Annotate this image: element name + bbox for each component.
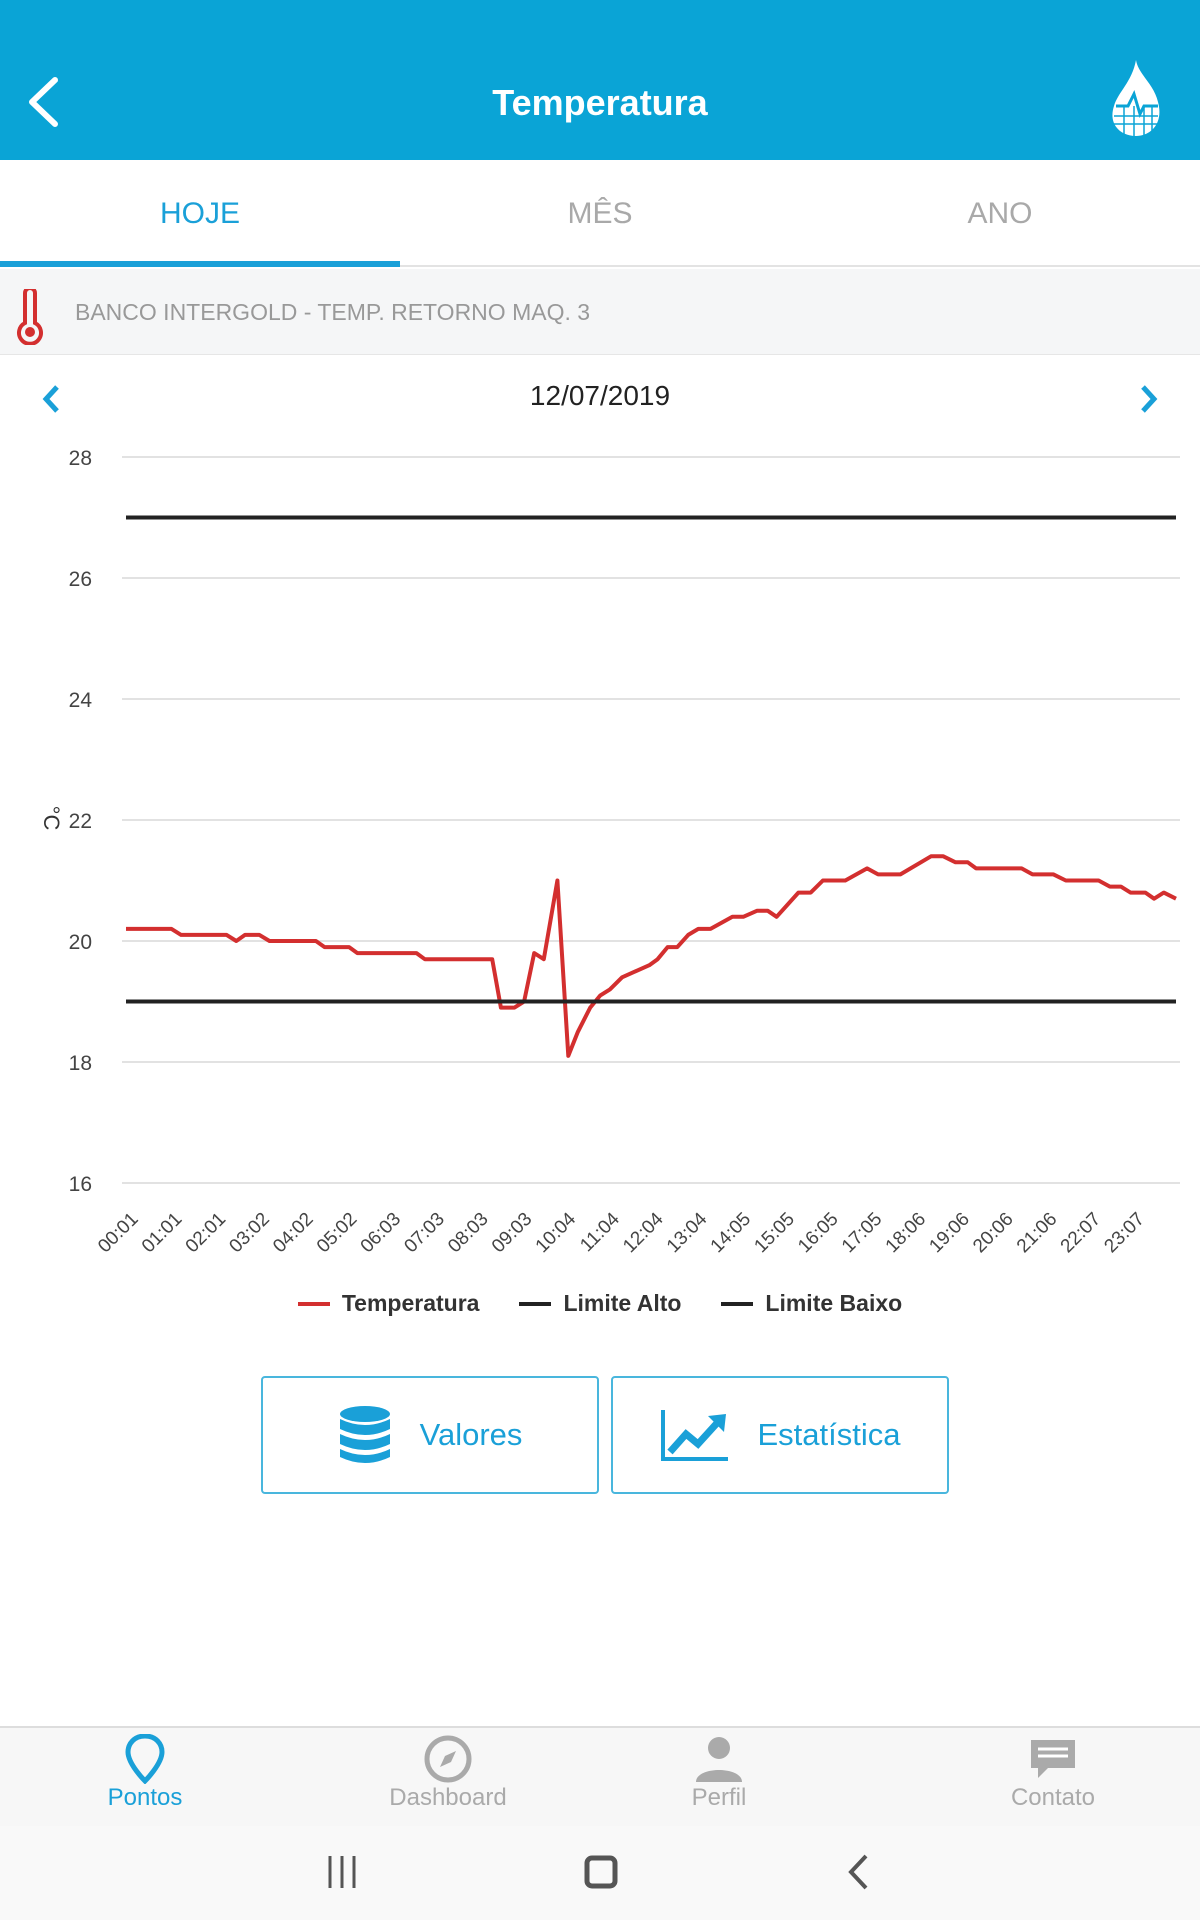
legend-label: Limite Baixo: [765, 1290, 903, 1316]
x-tick-label: 02:01: [182, 1209, 230, 1257]
x-tick-label: 19:06: [925, 1209, 973, 1257]
nav-pontos[interactable]: Pontos: [45, 1728, 245, 1826]
x-tick-label: 17:05: [838, 1209, 886, 1257]
map-pin-icon: [125, 1734, 165, 1784]
legend-temperature[interactable]: Temperatura: [297, 1290, 480, 1317]
database-icon: [339, 1406, 390, 1463]
x-tick-label: 18:06: [882, 1209, 930, 1257]
next-day-icon[interactable]: [1138, 383, 1160, 415]
nav-contato[interactable]: Contato: [953, 1728, 1153, 1826]
x-tick-label: 01:01: [138, 1209, 186, 1257]
x-tick-label: 07:03: [400, 1209, 448, 1257]
x-tick-label: 06:03: [357, 1209, 405, 1257]
x-tick-label: 22:07: [1057, 1209, 1105, 1257]
system-navigation-bar: [0, 1826, 1200, 1920]
y-tick-label: 18: [69, 1052, 92, 1075]
values-label: Valores: [419, 1417, 523, 1452]
nav-label: Dashboard: [389, 1784, 507, 1811]
page-title: Temperatura: [492, 82, 708, 123]
y-tick-label: 22: [69, 810, 92, 833]
x-tick-label: 08:03: [444, 1209, 492, 1257]
x-tick-label: 21:06: [1013, 1209, 1061, 1257]
x-tick-label: 20:06: [969, 1209, 1017, 1257]
y-tick-label: 20: [69, 931, 92, 954]
y-tick-label: 28: [69, 447, 92, 470]
values-button[interactable]: Valores: [261, 1376, 599, 1494]
nav-perfil[interactable]: Perfil: [619, 1728, 819, 1826]
temperature-chart: 16 18 20 22 24 26 28 °C 00:0101:0102:0103:0204:0…: [39, 447, 1180, 1257]
legend-label: Temperatura: [341, 1290, 480, 1316]
back-arrow-icon[interactable]: [20, 72, 70, 132]
app-header: Temperatura: [0, 0, 1200, 160]
chart-trend-icon: [660, 1410, 728, 1461]
recent-apps-icon[interactable]: [326, 1854, 358, 1895]
home-icon[interactable]: [584, 1854, 618, 1895]
sensor-name: BANCO INTERGOLD - TEMP. RETORNO MAQ. 3: [75, 299, 591, 325]
legend-high-limit[interactable]: Limite Alto: [519, 1290, 681, 1317]
legend-label: Limite Alto: [563, 1290, 682, 1316]
nav-label: Contato: [1010, 1784, 1096, 1811]
x-tick-label: 00:01: [94, 1209, 142, 1257]
previous-day-icon[interactable]: [40, 383, 62, 415]
sensor-row: BANCO INTERGOLD - TEMP. RETORNO MAQ. 3: [0, 269, 1200, 355]
x-tick-label: 04:02: [269, 1209, 317, 1257]
x-tick-label: 05:02: [313, 1209, 361, 1257]
system-back-icon[interactable]: [846, 1854, 872, 1895]
compass-icon: [424, 1735, 472, 1783]
x-tick-label: 16:05: [794, 1209, 842, 1257]
x-tick-label: 13:04: [663, 1208, 712, 1257]
x-tick-label: 15:05: [750, 1209, 798, 1257]
x-tick-label: 14:05: [707, 1209, 755, 1257]
thermometer-icon: [17, 289, 43, 345]
y-axis-label: °C: [39, 806, 64, 831]
nav-dashboard[interactable]: Dashboard: [348, 1728, 548, 1826]
x-tick-label: 03:02: [225, 1209, 273, 1257]
x-tick-label: 09:03: [488, 1209, 536, 1257]
temperature-line: [126, 854, 1177, 1058]
x-tick-label: 11:04: [576, 1208, 624, 1256]
nav-label: Perfil: [691, 1784, 747, 1811]
statistics-button[interactable]: Estatística: [611, 1376, 949, 1494]
y-tick-label: 16: [69, 1173, 92, 1196]
legend-low-limit[interactable]: Limite Baixo: [721, 1290, 902, 1317]
nav-label: Pontos: [107, 1784, 183, 1811]
y-tick-label: 24: [69, 689, 93, 712]
period-tabs: HOJE MÊS ANO: [0, 160, 1200, 267]
bottom-navigation: Pontos Dashboard Perfil Contato: [0, 1726, 1200, 1826]
tab-today[interactable]: HOJE: [0, 160, 400, 267]
x-tick-label: 23:07: [1100, 1209, 1148, 1257]
person-icon: [696, 1737, 742, 1782]
x-tick-label: 10:04: [532, 1208, 581, 1257]
x-tick-label: 12:04: [619, 1208, 668, 1257]
y-tick-label: 26: [69, 568, 92, 591]
chat-icon: [1031, 1740, 1075, 1778]
app-logo-icon: [1112, 60, 1160, 136]
tab-month[interactable]: MÊS: [567, 197, 633, 230]
statistics-label: Estatística: [757, 1417, 901, 1452]
tab-year[interactable]: ANO: [967, 197, 1033, 230]
selected-date: 12/07/2019: [529, 380, 671, 411]
chart-legend: Temperatura Limite Alto Limite Baixo: [0, 1290, 1200, 1317]
